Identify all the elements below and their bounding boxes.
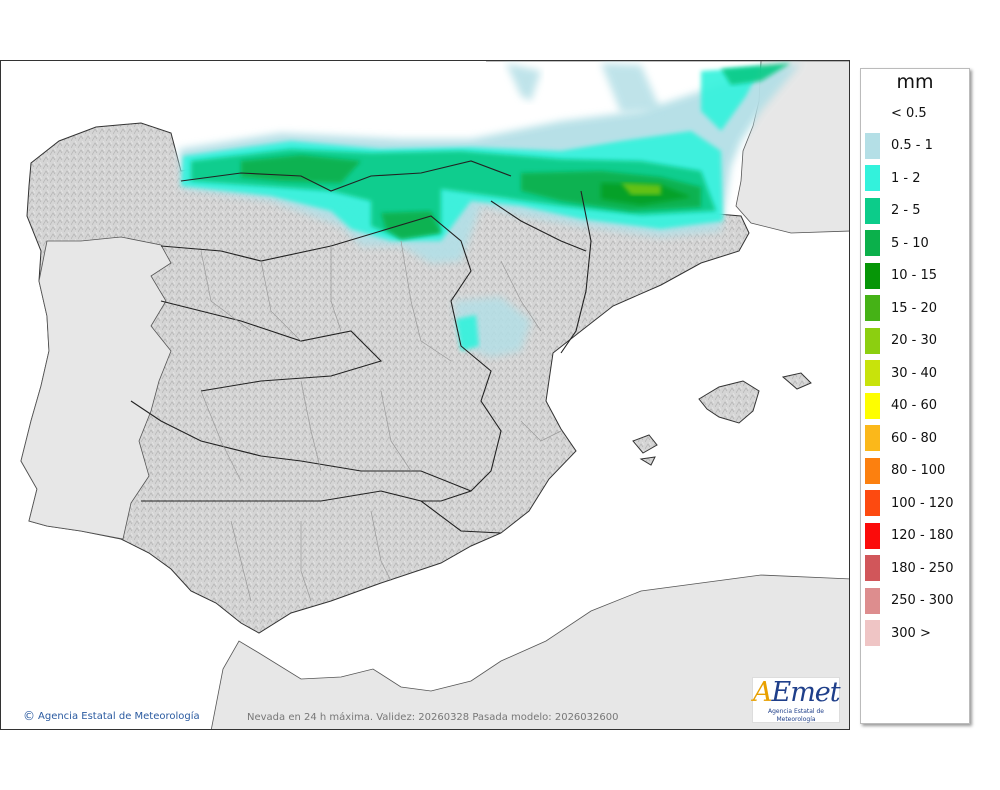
legend-swatch [865, 620, 880, 647]
legend-item: 20 - 30 [861, 325, 969, 358]
legend-label: 1 - 2 [891, 170, 921, 186]
legend-item: 2 - 5 [861, 195, 969, 228]
legend-label: 60 - 80 [891, 430, 938, 446]
legend-label: 20 - 30 [891, 333, 938, 349]
legend-item: 15 - 20 [861, 292, 969, 325]
legend-item: 40 - 60 [861, 390, 969, 423]
legend-label: 10 - 15 [891, 268, 938, 284]
legend-swatch [865, 197, 880, 224]
legend-swatch [865, 457, 880, 484]
legend-item: 80 - 100 [861, 455, 969, 488]
legend-items: < 0.5 0.5 - 1 1 - 2 2 - 5 5 - 10 10 - 15 15 - … [861, 97, 969, 650]
precipitation-overlay [179, 63, 801, 357]
legend-item: 180 - 250 [861, 552, 969, 585]
legend-swatch [865, 165, 880, 192]
mallorca-island [698, 380, 760, 424]
legend-item: 250 - 300 [861, 585, 969, 618]
north-africa-landmass [210, 574, 849, 729]
legend-item: 100 - 120 [861, 487, 969, 520]
legend-label: 5 - 10 [891, 235, 929, 251]
legend-item: 10 - 15 [861, 260, 969, 293]
legend-label: 0.5 - 1 [891, 138, 933, 154]
provincial-borders [200, 240, 562, 602]
legend-label: < 0.5 [891, 105, 927, 121]
legend-swatch [865, 587, 880, 614]
legend-swatch [865, 555, 880, 582]
legend-label: 2 - 5 [891, 203, 921, 219]
aemet-wordmark: AEmet [753, 677, 841, 708]
map-canvas [20, 61, 849, 729]
agency-credit: © Agencia Estatal de Meteorología [23, 709, 200, 723]
portugal [20, 236, 172, 540]
legend-swatch [865, 295, 880, 322]
validity-text: Nevada en 24 h máxima. Validez: 20260328… [247, 712, 619, 723]
legend-label: 40 - 60 [891, 398, 938, 414]
legend-swatch [865, 425, 880, 452]
legend-label: 300 > [891, 625, 931, 641]
copyright-icon: © [23, 709, 35, 723]
legend-swatch [865, 327, 880, 354]
formentera-island [639, 456, 656, 466]
legend-swatch [865, 360, 880, 387]
menorca-island [781, 372, 812, 390]
legend-item: 30 - 40 [861, 357, 969, 390]
legend-swatch [865, 230, 880, 257]
legend-item: 5 - 10 [861, 227, 969, 260]
legend-swatch [865, 132, 880, 159]
legend-item: 1 - 2 [861, 162, 969, 195]
legend-label: 120 - 180 [891, 528, 954, 544]
legend-label: 15 - 20 [891, 300, 938, 316]
aemet-logo: AEmet Agencia Estatal de Meteorología [752, 677, 841, 723]
legend-item: 0.5 - 1 [861, 130, 969, 163]
legend-swatch [865, 522, 880, 549]
legend-label: 180 - 250 [891, 560, 954, 576]
legend-swatch [865, 392, 880, 419]
legend-swatch [865, 490, 880, 517]
legend-swatch [865, 262, 880, 289]
legend-label: 250 - 300 [891, 593, 954, 609]
legend-item: 60 - 80 [861, 422, 969, 455]
legend-label: 100 - 120 [891, 495, 954, 511]
aemet-logo-subtitle: Agencia Estatal de Meteorología [767, 708, 824, 723]
legend-item: 120 - 180 [861, 520, 969, 553]
precipitation-map: © Agencia Estatal de Meteorología Nevada… [0, 60, 850, 730]
legend-label: 30 - 40 [891, 365, 938, 381]
legend-label: 80 - 100 [891, 463, 946, 479]
agency-credit-text: Agencia Estatal de Meteorología [38, 710, 200, 722]
legend-unit: mm [896, 71, 934, 93]
legend-item: < 0.5 [861, 97, 969, 130]
legend-item: 300 > [861, 617, 969, 650]
legend-swatch [865, 100, 880, 127]
ibiza-island [632, 434, 658, 454]
legend-panel: mm < 0.5 0.5 - 1 1 - 2 2 - 5 5 - 10 10 - 15 15… [860, 68, 970, 724]
